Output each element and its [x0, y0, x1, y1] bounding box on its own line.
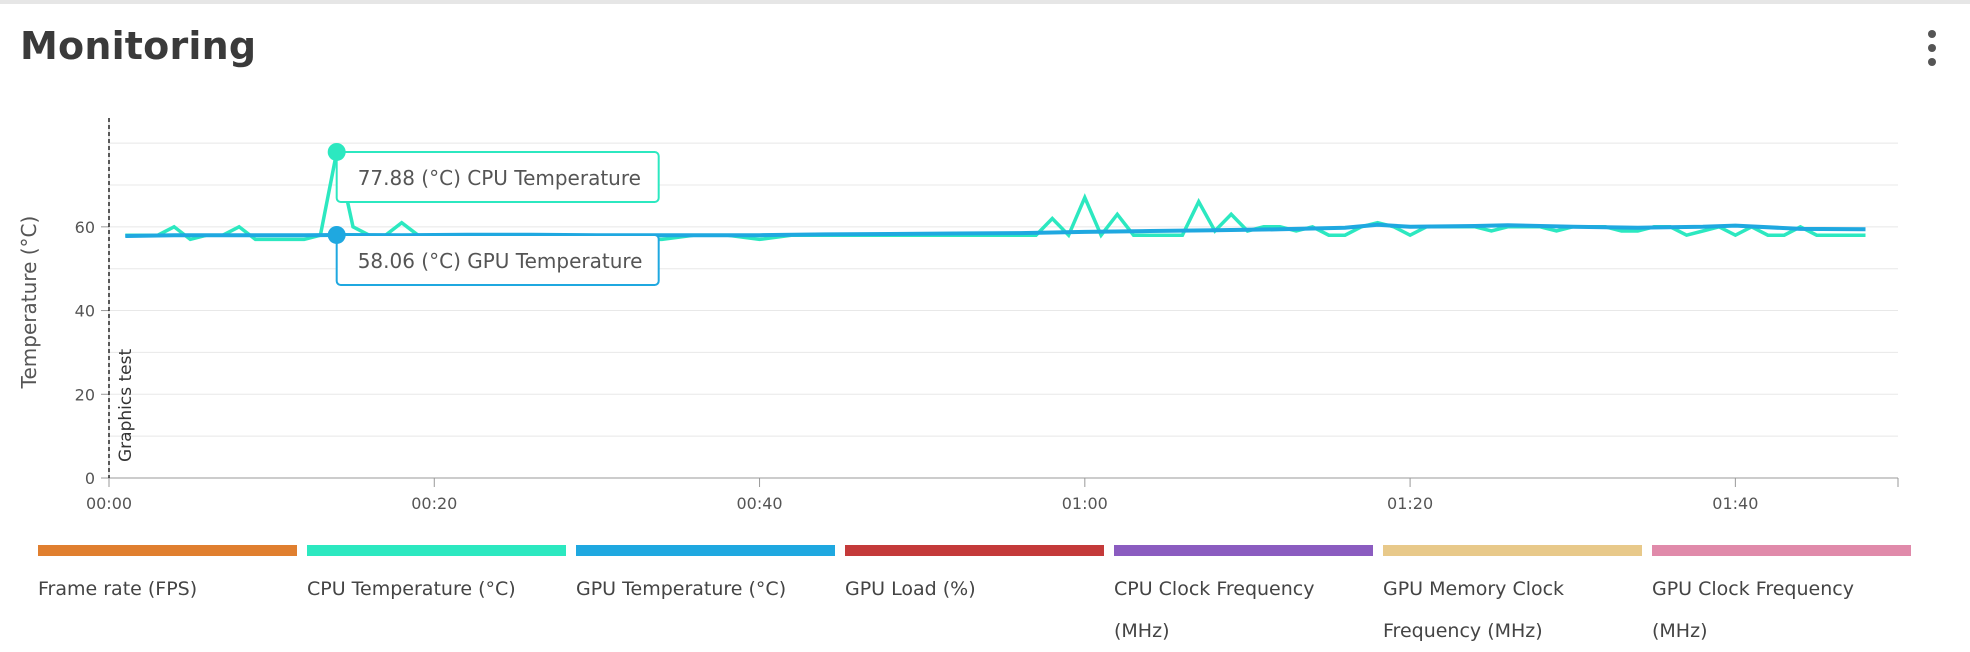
data-point-marker — [327, 225, 346, 244]
legend-item-cpu-clock[interactable]: CPU Clock Frequency (MHz) — [1114, 545, 1373, 652]
legend-swatch — [1114, 545, 1373, 556]
legend-swatch — [1652, 545, 1911, 556]
legend-item-gpu-memory-clock[interactable]: GPU Memory Clock Frequency (MHz) — [1383, 545, 1642, 652]
top-border — [0, 0, 1970, 4]
legend-label: CPU Clock Frequency (MHz) — [1114, 578, 1315, 642]
data-point-marker — [327, 142, 346, 161]
tooltip-cpu-temperature: 77.88 (°C) CPU Temperature — [327, 142, 660, 203]
menu-dot — [1928, 30, 1936, 38]
x-tick-label: 00:40 — [736, 494, 782, 513]
x-tick-label: 01:00 — [1062, 494, 1108, 513]
y-tick-label: 40 — [75, 302, 95, 321]
legend-label: Frame rate (FPS) — [38, 578, 198, 600]
legend-swatch — [845, 545, 1104, 556]
x-tick-label: 01:40 — [1712, 494, 1758, 513]
legend-swatch — [307, 545, 566, 556]
y-tick-label: 0 — [85, 469, 95, 488]
annotation-label: Graphics test — [116, 349, 136, 462]
legend-item-gpu-clock[interactable]: GPU Clock Frequency (MHz) — [1652, 545, 1911, 652]
legend-item-gpu-temperature[interactable]: GPU Temperature (°C) — [576, 545, 835, 652]
y-tick-label: 20 — [75, 385, 95, 404]
legend-label: GPU Memory Clock Frequency (MHz) — [1383, 578, 1565, 642]
legend-label: CPU Temperature (°C) — [307, 578, 516, 600]
tooltip-text: 77.88 (°C) CPU Temperature — [358, 166, 641, 190]
legend-item-cpu-temperature[interactable]: CPU Temperature (°C) — [307, 545, 566, 652]
tooltip-box — [335, 151, 660, 203]
legend-label: GPU Clock Frequency (MHz) — [1652, 578, 1854, 642]
temperature-chart: 0 20 40 60 Temperature (°C) 00:00 00:20 00:40 01… — [17, 118, 1899, 513]
legend-label: GPU Load (%) — [845, 578, 976, 600]
x-tick-label: 00:20 — [411, 494, 457, 513]
legend-label: GPU Temperature (°C) — [576, 578, 787, 600]
more-vertical-icon[interactable] — [1917, 30, 1947, 66]
legend-swatch — [38, 545, 297, 556]
legend-swatch — [1383, 545, 1642, 556]
tooltip-gpu-temperature: 58.06 (°C) GPU Temperature — [327, 225, 660, 286]
tooltip-box — [335, 234, 660, 286]
tooltip-text: 58.06 (°C) GPU Temperature — [358, 249, 643, 273]
page-title: Monitoring — [20, 24, 257, 68]
legend-swatch — [576, 545, 835, 556]
legend-item-gpu-load[interactable]: GPU Load (%) — [845, 545, 1104, 652]
chart-legend: Frame rate (FPS) CPU Temperature (°C) GP… — [38, 545, 1920, 652]
legend-item-frame-rate[interactable]: Frame rate (FPS) — [38, 545, 297, 652]
x-tick-label: 00:00 — [86, 494, 132, 513]
x-tick-label: 01:20 — [1387, 494, 1433, 513]
menu-dot — [1928, 58, 1936, 66]
y-tick-label: 60 — [75, 218, 95, 237]
menu-dot — [1928, 44, 1936, 52]
y-axis-label: Temperature (°C) — [17, 216, 41, 390]
